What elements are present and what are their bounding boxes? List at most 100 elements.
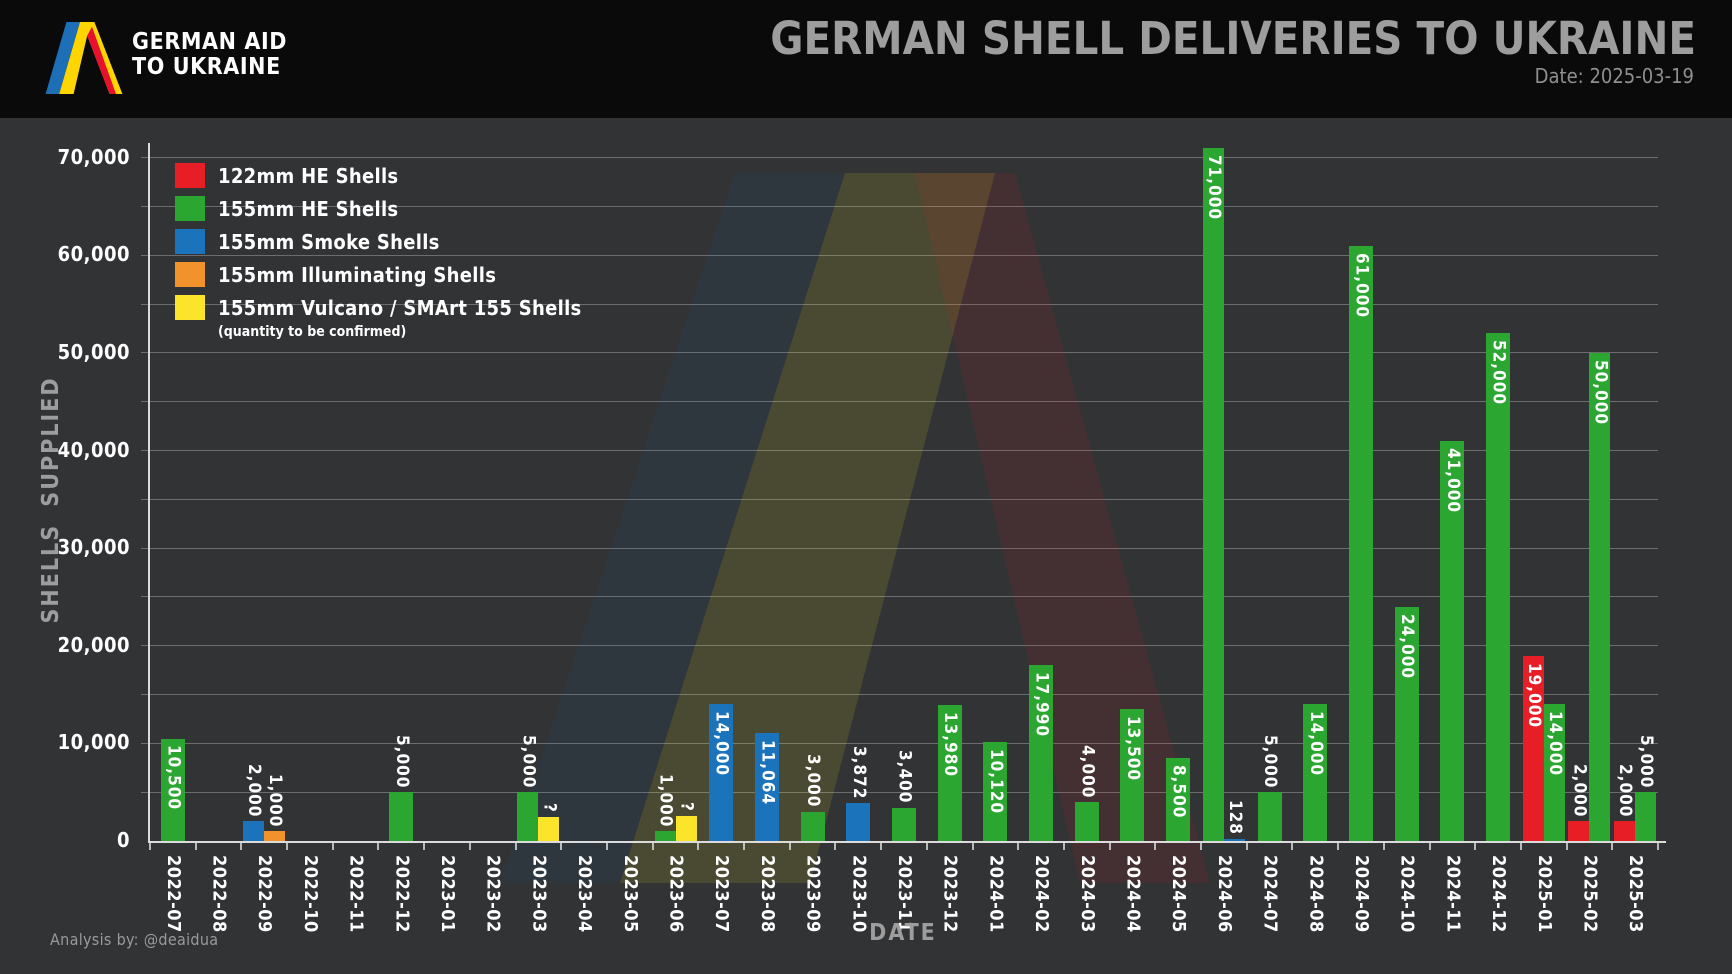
bar-value-label: 61,000: [1351, 252, 1372, 318]
y-tick-label: 30,000: [57, 535, 130, 560]
x-tick-label: 2023-02: [482, 855, 504, 933]
x-tick-label: 2022-11: [345, 855, 367, 933]
x-tick: [880, 841, 883, 850]
y-axis-line: [148, 143, 150, 843]
gridline: [141, 694, 1658, 696]
x-tick-label: 2024-04: [1122, 855, 1144, 933]
bar-2024-02-green: [1029, 665, 1054, 841]
x-tick: [1062, 841, 1065, 850]
x-tick: [194, 841, 197, 850]
bar-2025-03-red: [1614, 821, 1636, 841]
legend-label: 155mm Smoke Shells: [218, 229, 440, 254]
bar-value-label: 14,000: [711, 711, 732, 777]
x-tick-label: 2022-09: [254, 855, 276, 933]
bar-value-label: ?: [539, 802, 560, 813]
x-axis-line: [148, 841, 1666, 843]
bar-2024-08-green: [1303, 704, 1328, 841]
x-tick: [149, 841, 151, 850]
bar-value-label: 3,000: [803, 754, 824, 808]
bar-2024-05-green: [1166, 758, 1191, 841]
x-tick-label: 2024-02: [1031, 855, 1053, 933]
bar-2023-07-blue: [709, 704, 734, 841]
bar-2023-03-green: [517, 792, 539, 841]
bar-value-label: 24,000: [1397, 613, 1418, 679]
bar-2023-11-green: [892, 807, 916, 841]
legend-item: 155mm Vulcano / SMArt 155 Shells: [175, 295, 582, 320]
x-tick: [1154, 841, 1157, 850]
bar-2025-03-green: [1635, 792, 1657, 841]
x-tick-label: 2025-01: [1533, 855, 1555, 933]
x-tick-label: 2023-07: [711, 855, 733, 933]
logo-line1: GERMAN AID: [132, 29, 288, 55]
x-tick: [240, 841, 243, 850]
legend-swatch-blue-icon: [175, 229, 205, 254]
bar-value-label: 1,000: [265, 773, 286, 828]
y-tick-label: 40,000: [57, 437, 130, 462]
bar-2025-02-red: [1568, 821, 1590, 841]
bar-2023-10-blue: [846, 803, 871, 841]
y-axis-title: SHELLS SUPPLIED: [38, 376, 64, 624]
x-tick: [1565, 841, 1568, 850]
x-tick: [1657, 841, 1659, 850]
bar-2023-06-green: [654, 831, 676, 841]
bar-2022-09-orange: [264, 831, 286, 841]
x-tick-label: 2025-03: [1625, 855, 1647, 933]
bar-value-label: 13,500: [1122, 716, 1143, 782]
x-tick-label: 2023-01: [437, 855, 459, 933]
bar-value-label: 1,000: [655, 773, 676, 828]
gridline: [141, 498, 1658, 500]
y-tick-label: 0: [116, 828, 130, 852]
bar-value-label: 3,400: [894, 750, 915, 804]
legend: 122mm HE Shells 155mm HE Shells 155mm Smok…: [175, 163, 582, 340]
y-tick-label: 10,000: [57, 730, 130, 755]
x-tick: [1428, 841, 1431, 850]
x-tick-label: 2023-09: [802, 855, 824, 933]
x-tick-label: 2024-09: [1350, 855, 1372, 933]
gridline: [141, 547, 1658, 549]
bar-2023-12-green: [937, 704, 962, 841]
bar-value-label: 11,064: [757, 739, 778, 806]
bar-2024-03-green: [1074, 801, 1099, 841]
bar-value-label: 2,000: [1569, 764, 1590, 818]
legend-label: 155mm Vulcano / SMArt 155 Shells: [218, 295, 582, 320]
bar-value-label: 71,000: [1203, 154, 1224, 220]
header-band: GERMAN AID TO UKRAINE GERMAN SHELL DELIV…: [0, 0, 1732, 118]
x-tick-label: 2024-01: [985, 855, 1007, 933]
x-tick: [1519, 841, 1522, 850]
bar-2023-03-yellow: [538, 816, 560, 841]
page-title: GERMAN SHELL DELIVERIES TO UKRAINE: [770, 12, 1696, 65]
legend-item: 155mm Illuminating Shells: [175, 262, 582, 287]
bar-2025-01-red: [1522, 655, 1544, 841]
x-tick: [1200, 841, 1203, 850]
y-tick-label: 50,000: [57, 339, 130, 364]
gridline: [141, 205, 1658, 207]
x-tick: [651, 841, 654, 850]
report-date: Date: 2025-03-19: [1534, 64, 1694, 88]
bar-2024-06-green: [1202, 147, 1224, 841]
gridline: [141, 791, 1658, 793]
x-axis-title: DATE: [869, 920, 937, 946]
legend-note: (quantity to be confirmed): [218, 324, 407, 340]
x-tick-label: 2022-10: [299, 855, 321, 933]
bar-2024-12-green: [1486, 333, 1511, 841]
bar-value-label: ?: [676, 801, 697, 812]
legend-label: 155mm HE Shells: [218, 196, 399, 221]
bar-2024-09-green: [1348, 245, 1373, 841]
x-tick: [377, 841, 380, 850]
legend-label: 155mm Illuminating Shells: [218, 262, 497, 287]
x-tick: [834, 841, 837, 850]
bar-value-label: 5,000: [518, 734, 539, 789]
bar-2022-09-blue: [243, 821, 265, 841]
gridline: [141, 401, 1658, 403]
bar-2023-06-yellow: [675, 815, 697, 841]
bar-2024-04-green: [1120, 709, 1145, 841]
x-tick-label: 2024-10: [1396, 855, 1418, 933]
bar-value-label: 41,000: [1442, 447, 1463, 513]
y-tick-label: 60,000: [57, 242, 130, 267]
x-tick: [1245, 841, 1248, 850]
bar-2025-01-green: [1543, 704, 1565, 841]
x-tick-label: 2024-05: [1168, 855, 1190, 933]
gridline: [141, 254, 1658, 256]
bar-2023-08-blue: [754, 733, 779, 841]
